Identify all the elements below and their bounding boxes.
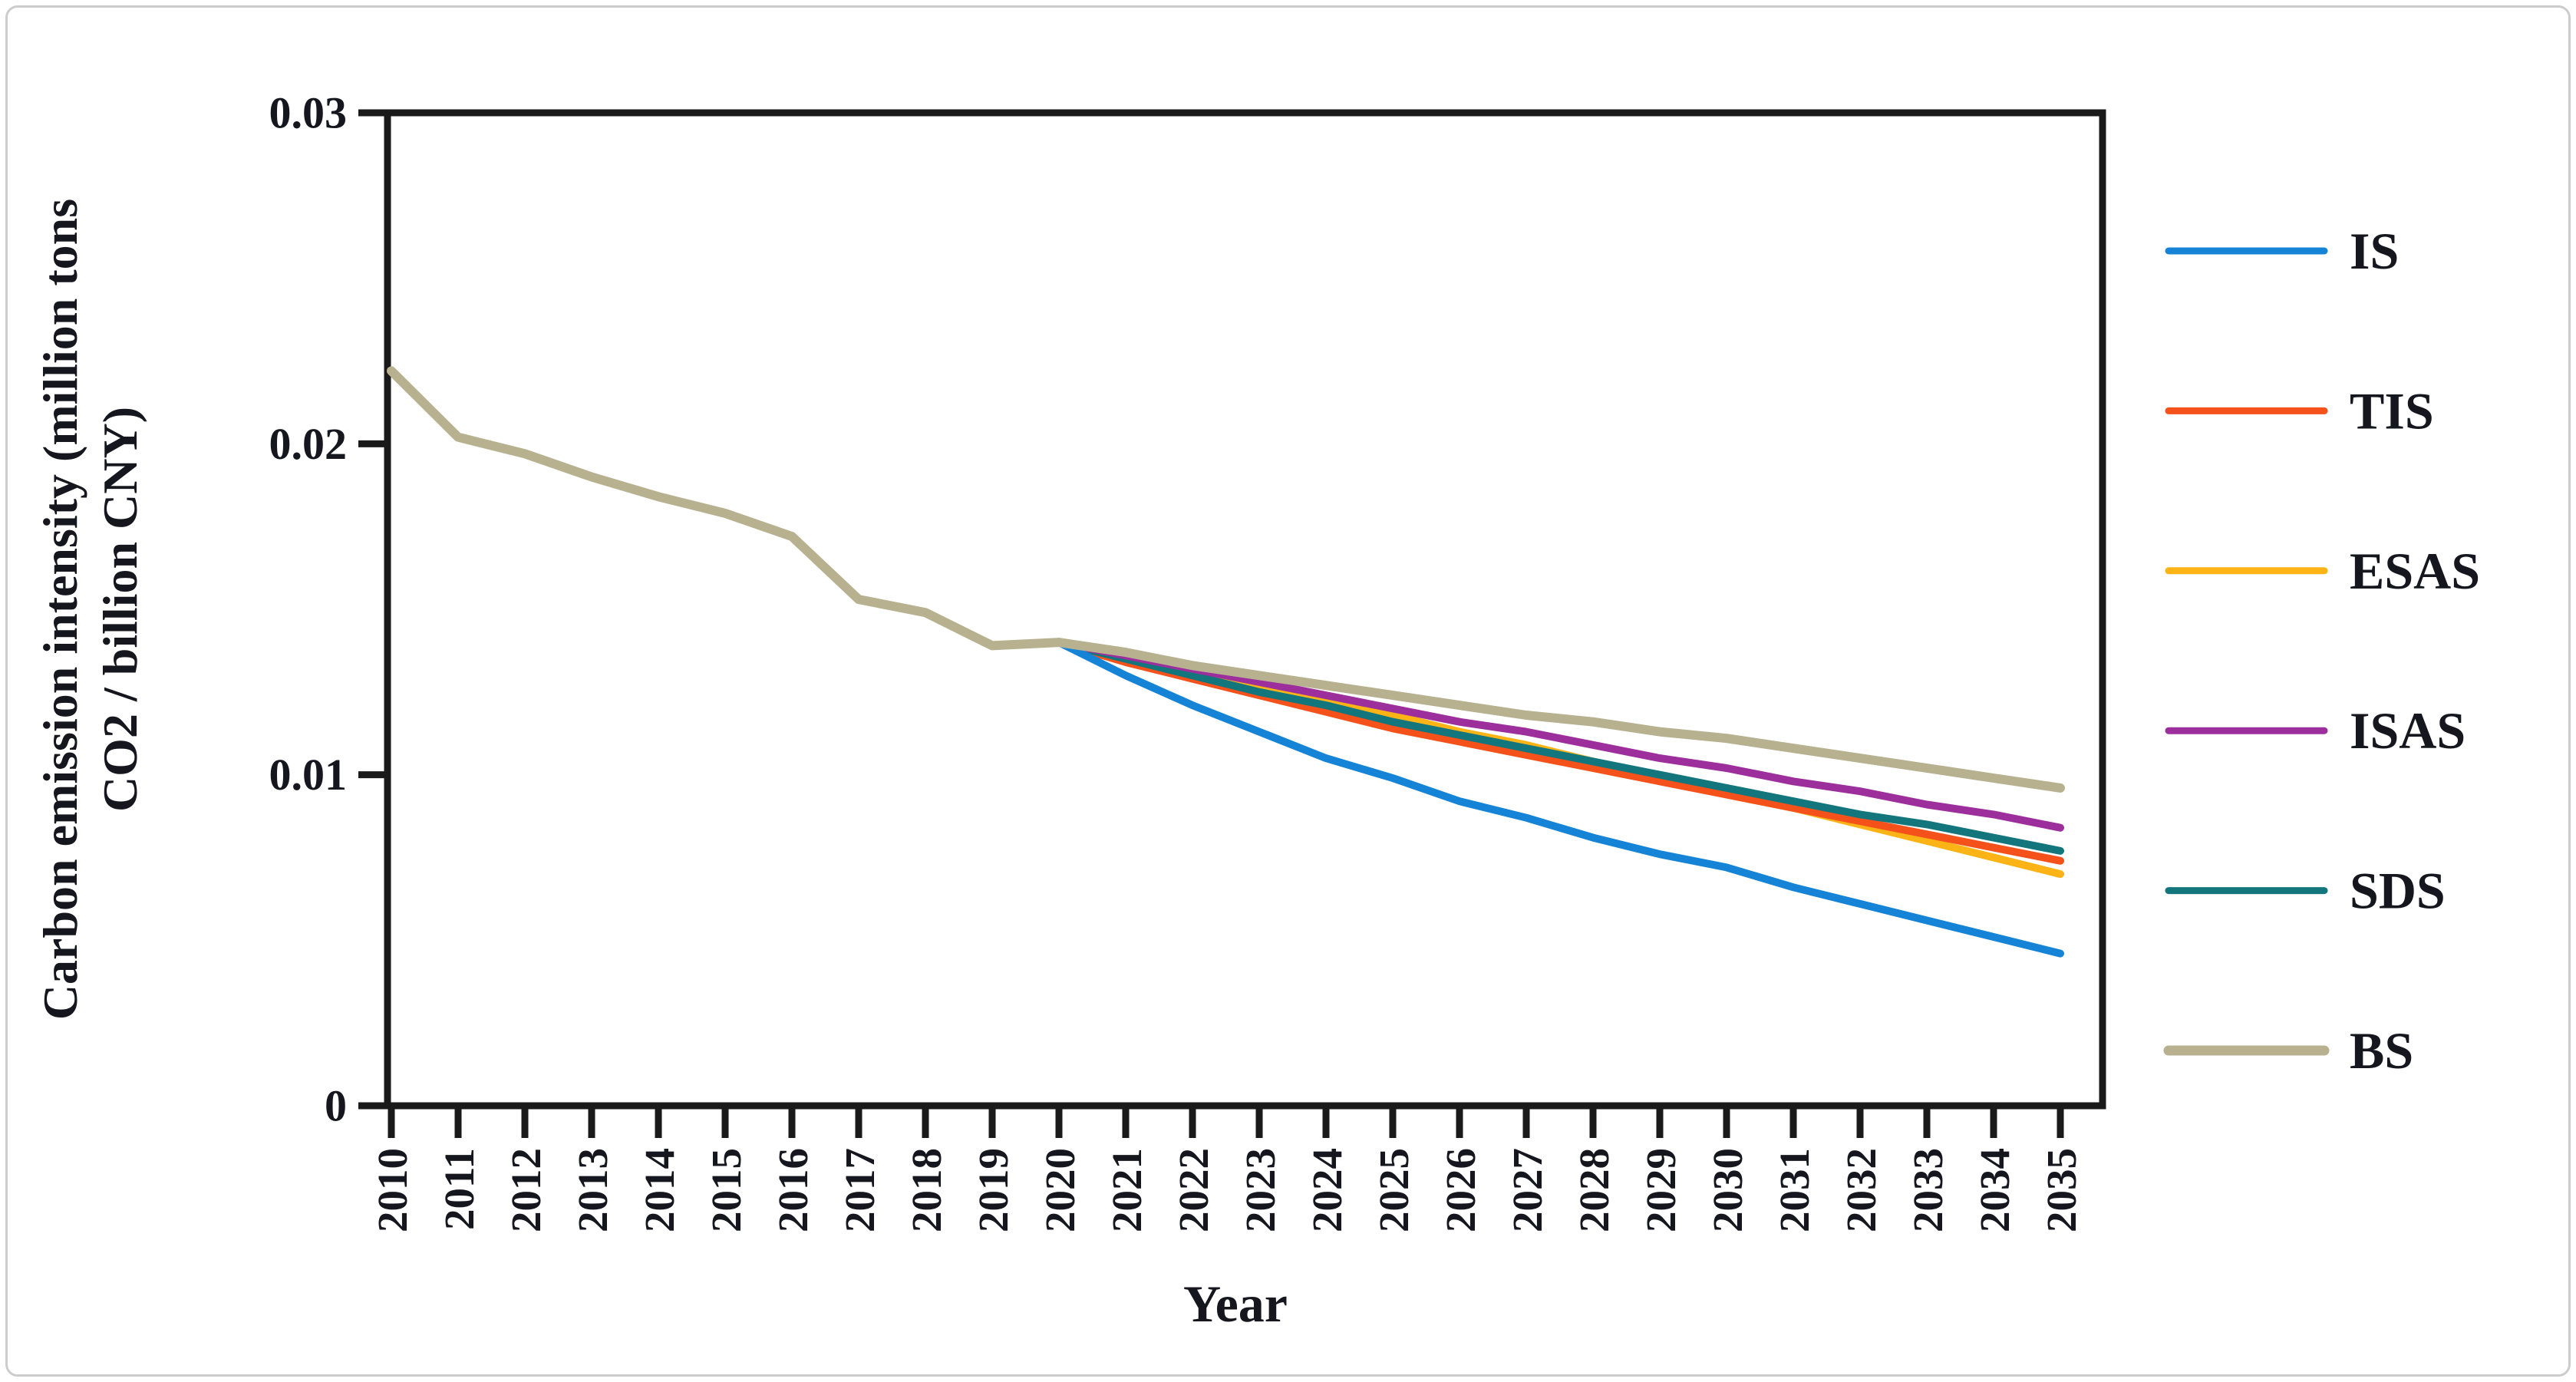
- x-tick-label-2035: 2035: [2038, 1148, 2085, 1232]
- x-tick-label-2027: 2027: [1504, 1148, 1551, 1232]
- x-tick-label-2022: 2022: [1170, 1148, 1217, 1232]
- x-tick-label-2024: 2024: [1304, 1148, 1351, 1232]
- x-tick-label-2019: 2019: [970, 1148, 1017, 1232]
- y-axis-ticks: 0 0.01 0.02 0.03: [269, 88, 388, 1131]
- legend-label-TIS: TIS: [2350, 381, 2434, 440]
- history-line: [387, 366, 1064, 651]
- legend-label-ISAS: ISAS: [2350, 701, 2466, 760]
- x-tick-label-2015: 2015: [703, 1148, 750, 1232]
- x-tick-label-2014: 2014: [636, 1148, 683, 1232]
- x-tick-label-2018: 2018: [903, 1148, 950, 1232]
- y-tick-label-0.02: 0.02: [269, 419, 348, 469]
- x-tick-label-2033: 2033: [1905, 1148, 1951, 1232]
- x-tick-label-2012: 2012: [503, 1148, 549, 1232]
- x-tick-label-2013: 2013: [569, 1148, 616, 1232]
- y-axis-title-line2: CO2 / billion CNY): [93, 407, 147, 812]
- x-tick-label-2023: 2023: [1237, 1148, 1284, 1232]
- x-axis-ticks: 2010 2011 2012 2013 2014 2015 2016 2017 2018 2019…: [369, 1106, 2085, 1232]
- x-tick-label-2020: 2020: [1037, 1148, 1084, 1232]
- x-tick-label-2028: 2028: [1571, 1148, 1618, 1232]
- x-tick-label-2032: 2032: [1838, 1148, 1885, 1232]
- x-tick-label-2034: 2034: [1971, 1148, 2018, 1232]
- legend-label-BS: BS: [2350, 1021, 2413, 1080]
- x-tick-label-2011: 2011: [436, 1148, 483, 1230]
- x-tick-label-2025: 2025: [1370, 1148, 1417, 1232]
- legend-label-SDS: SDS: [2350, 862, 2446, 920]
- series-line-SDS: [1055, 638, 2064, 855]
- x-tick-label-2031: 2031: [1771, 1148, 1818, 1232]
- series-line-BS: [1054, 638, 2065, 793]
- y-tick-label-0.03: 0.03: [269, 88, 348, 138]
- series-line-IS: [1055, 638, 2064, 958]
- y-tick-label-0: 0: [325, 1081, 347, 1131]
- legend-label-ESAS: ESAS: [2350, 542, 2480, 600]
- plot-area: [384, 109, 2106, 1110]
- y-axis-title-line1: Carbon emission intensity (million tons: [33, 199, 87, 1020]
- y-tick-label-0.01: 0.01: [269, 750, 348, 800]
- x-tick-label-2010: 2010: [369, 1148, 416, 1232]
- series-line-ISAS: [1055, 638, 2064, 832]
- x-tick-label-2021: 2021: [1103, 1148, 1150, 1232]
- legend: IS TIS ESAS ISAS SDS BS: [2163, 222, 2480, 1080]
- x-tick-label-2016: 2016: [770, 1148, 816, 1232]
- x-axis-title: Year: [1183, 1275, 1288, 1333]
- x-tick-label-2030: 2030: [1704, 1148, 1751, 1232]
- series-lines: [387, 366, 2065, 958]
- x-tick-label-2026: 2026: [1437, 1148, 1484, 1232]
- legend-label-IS: IS: [2350, 222, 2399, 280]
- x-tick-label-2017: 2017: [836, 1148, 883, 1232]
- x-tick-label-2029: 2029: [1638, 1148, 1684, 1232]
